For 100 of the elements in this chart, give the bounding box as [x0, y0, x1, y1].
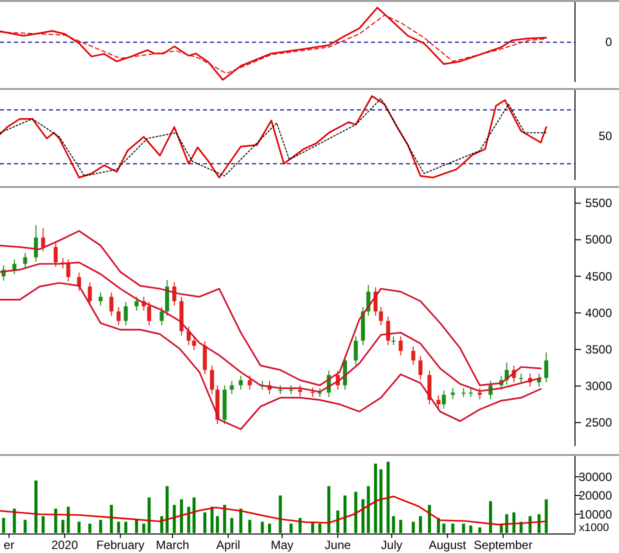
bar — [230, 518, 234, 533]
bar — [34, 480, 38, 533]
bar — [99, 520, 102, 533]
bar — [216, 516, 219, 533]
text: x1000 — [579, 522, 609, 534]
candlestick — [12, 258, 16, 275]
y-tick-label: 2500 — [585, 416, 612, 430]
bar — [399, 520, 402, 533]
candlestick — [41, 228, 46, 252]
ref-line-label: 0 — [605, 35, 612, 50]
bar — [428, 504, 431, 533]
bar — [290, 524, 293, 533]
bar — [489, 501, 492, 533]
bar — [117, 522, 120, 533]
candlestick — [544, 352, 548, 383]
bar — [66, 506, 70, 533]
x-tick-label: August — [428, 538, 467, 552]
line-series — [0, 496, 548, 526]
bar — [166, 486, 169, 533]
x-tick-label: March — [156, 538, 190, 552]
candlestick — [386, 316, 390, 346]
y-tick-label: 10000 — [578, 507, 612, 522]
y-tick-label: 3000 — [585, 379, 612, 394]
candlestick — [98, 292, 103, 306]
candlestick — [210, 365, 214, 395]
candlestick — [160, 306, 164, 326]
x-tick-label: er — [4, 538, 14, 552]
bar — [354, 492, 358, 533]
bar — [210, 506, 214, 533]
candlestick — [109, 292, 114, 316]
candlestick — [450, 388, 455, 400]
bar — [124, 522, 128, 533]
bar — [24, 520, 27, 533]
bar — [135, 520, 138, 533]
bar — [268, 524, 272, 533]
x-tick-label: June — [324, 538, 352, 552]
candlestick — [116, 306, 121, 326]
y-tick-label: 20000 — [578, 488, 612, 502]
line-series — [0, 230, 542, 386]
bar — [2, 518, 6, 533]
bar — [505, 514, 508, 533]
text: 50 — [598, 129, 612, 143]
candlestick — [54, 242, 58, 268]
bar — [160, 516, 164, 533]
bar — [344, 496, 346, 533]
y-tick-label: 3500 — [585, 342, 612, 356]
bar — [538, 514, 541, 533]
candlestick — [34, 224, 38, 262]
bar — [148, 497, 151, 533]
x-tick-label: 2020 — [51, 538, 78, 552]
bar — [374, 464, 378, 533]
bar — [223, 504, 226, 533]
candlestick — [354, 336, 358, 366]
bar — [187, 506, 190, 533]
bar — [88, 524, 92, 533]
y-tick-label: 30000 — [578, 470, 612, 484]
bar — [361, 499, 364, 533]
candlestick — [230, 380, 234, 395]
candlestick — [192, 336, 196, 351]
candlestick — [436, 395, 440, 410]
bar — [239, 508, 242, 533]
bar — [451, 524, 454, 533]
candlestick — [442, 390, 446, 410]
bar — [469, 526, 472, 533]
bar — [61, 520, 64, 533]
candlestick — [298, 384, 302, 397]
candlestick — [238, 375, 243, 390]
bar — [366, 486, 370, 533]
candlestick — [248, 375, 252, 390]
bar — [110, 504, 113, 533]
bar — [442, 524, 446, 533]
candlestick — [398, 336, 403, 356]
bar — [512, 512, 516, 533]
bar — [478, 527, 482, 533]
x-tick-label: May — [270, 538, 294, 552]
bar — [192, 497, 196, 533]
bar — [54, 508, 58, 533]
x-tick-label: July — [381, 538, 402, 552]
bar — [386, 462, 390, 533]
bar — [318, 524, 322, 533]
candlestick — [478, 388, 482, 400]
bar — [78, 522, 81, 533]
candlestick — [88, 282, 92, 306]
bar — [260, 522, 264, 533]
candlestick — [418, 356, 422, 380]
bar — [203, 512, 206, 533]
bar — [327, 486, 330, 533]
x-tick-label: April — [216, 538, 240, 552]
bar — [418, 516, 422, 533]
bar — [12, 508, 16, 533]
candlestick — [310, 386, 315, 398]
bar — [180, 499, 183, 533]
bar — [462, 524, 466, 533]
bar — [412, 522, 415, 533]
bar — [142, 524, 146, 533]
y-tick-label: 5000 — [585, 232, 612, 247]
y-tick-label: 4000 — [585, 306, 612, 320]
candlestick — [66, 258, 70, 282]
candlestick — [23, 252, 28, 269]
candlestick — [147, 301, 152, 326]
